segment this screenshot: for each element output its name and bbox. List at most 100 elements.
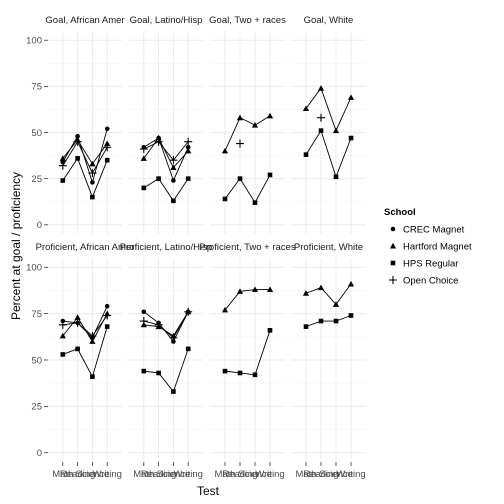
data-point: [266, 112, 274, 119]
data-point: [267, 172, 273, 178]
legend-label: Hartford Magnet: [403, 241, 472, 252]
y-tick-label: 0: [37, 220, 42, 231]
data-point: [75, 133, 80, 139]
series-line: [62, 326, 108, 378]
data-point: [75, 346, 80, 352]
series-line: [305, 87, 352, 132]
data-point: [104, 126, 110, 132]
y-tick-label: 50: [31, 355, 42, 366]
data-point: [332, 127, 340, 134]
data-point: [169, 156, 178, 165]
data-point: [59, 332, 66, 339]
data-point: [139, 145, 148, 154]
series-line: [224, 289, 270, 311]
data-point: [333, 174, 339, 180]
data-point: [141, 185, 147, 191]
data-point: [141, 309, 147, 315]
data-point: [302, 105, 310, 111]
data-point: [236, 114, 244, 121]
legend-entry: CREC Magnet: [390, 224, 465, 235]
data-point: [171, 198, 176, 204]
data-point: [58, 161, 67, 170]
data-point: [221, 306, 229, 313]
data-point: [317, 284, 325, 291]
data-point: [154, 320, 163, 329]
data-point: [318, 128, 324, 133]
data-point: [89, 160, 96, 167]
facet-strip-label: Proficient, White: [294, 242, 363, 253]
legend-label: CREC Magnet: [403, 224, 465, 235]
facet-strip-label: Goal, White: [304, 15, 354, 26]
series-line: [143, 137, 189, 182]
data-point: [58, 320, 67, 329]
x-tick-label: Math: [133, 469, 154, 480]
x-tick-label: Science: [75, 469, 109, 480]
x-tick-label: Science: [319, 469, 353, 480]
data-point: [90, 374, 95, 379]
data-point: [155, 134, 162, 141]
series-line: [224, 330, 271, 376]
data-point: [251, 122, 259, 128]
data-point: [171, 178, 176, 183]
data-point: [302, 290, 310, 296]
facet-panel: Goal, White: [291, 15, 366, 234]
legend-label: HPS Regular: [403, 258, 458, 269]
data-point: [184, 307, 193, 316]
data-point: [347, 94, 355, 100]
y-tick-label: 0: [37, 448, 42, 459]
data-point: [169, 333, 178, 342]
facet-strip-label: Proficient, African Amer: [36, 242, 135, 253]
data-point: [103, 143, 112, 152]
facet-panel: Goal, African Amer: [45, 15, 125, 234]
data-point: [347, 280, 355, 287]
data-point: [156, 176, 161, 181]
data-point: [236, 139, 244, 148]
data-point: [348, 135, 354, 141]
series-line: [305, 283, 352, 306]
data-point: [185, 144, 191, 150]
data-point: [267, 328, 273, 333]
series-line: [305, 129, 352, 179]
x-tick-label: Writing: [255, 469, 284, 480]
data-point: [184, 137, 193, 146]
data-point: [222, 196, 228, 202]
data-point: [90, 194, 95, 200]
facet-panel: Proficient, White: [291, 242, 366, 462]
data-point: [185, 346, 191, 352]
series-line: [143, 141, 189, 161]
facet-panel: Goal, Two + races: [209, 15, 286, 234]
y-tick-label: 75: [31, 309, 42, 320]
legend-key: [389, 242, 397, 249]
data-point: [185, 147, 192, 154]
data-point: [141, 368, 147, 374]
x-tick-label: Writing: [336, 469, 365, 480]
data-point: [185, 176, 191, 181]
data-point: [73, 137, 82, 146]
facet-panel: Proficient, African Amer: [36, 242, 135, 462]
y-axis-ticks: 0 25 50 75 100 0 25 50 75 100: [26, 36, 48, 459]
data-point: [104, 157, 110, 163]
data-point: [221, 147, 229, 154]
facet-strip-label: Proficient, Latino/Hisp: [120, 242, 212, 253]
data-point: [103, 311, 112, 320]
data-point: [237, 370, 243, 376]
data-point: [236, 288, 244, 294]
data-point: [104, 140, 111, 147]
data-point: [303, 324, 309, 329]
series-line: [62, 306, 108, 339]
data-point: [237, 176, 243, 181]
facet-strip-label: Goal, Latino/Hisp: [130, 15, 203, 26]
data-point: [348, 313, 354, 318]
data-point: [317, 85, 325, 91]
legend-key: [389, 276, 397, 284]
facet-panel: Proficient, Two + races: [199, 242, 296, 462]
series-line: [62, 157, 108, 199]
data-point: [251, 286, 259, 293]
data-point: [332, 301, 340, 307]
data-point: [266, 286, 274, 293]
x-tick-label: Math: [295, 469, 316, 480]
facet-strip-label: Proficient, Two + races: [199, 242, 295, 253]
x-tick-label: Reading: [222, 469, 257, 480]
